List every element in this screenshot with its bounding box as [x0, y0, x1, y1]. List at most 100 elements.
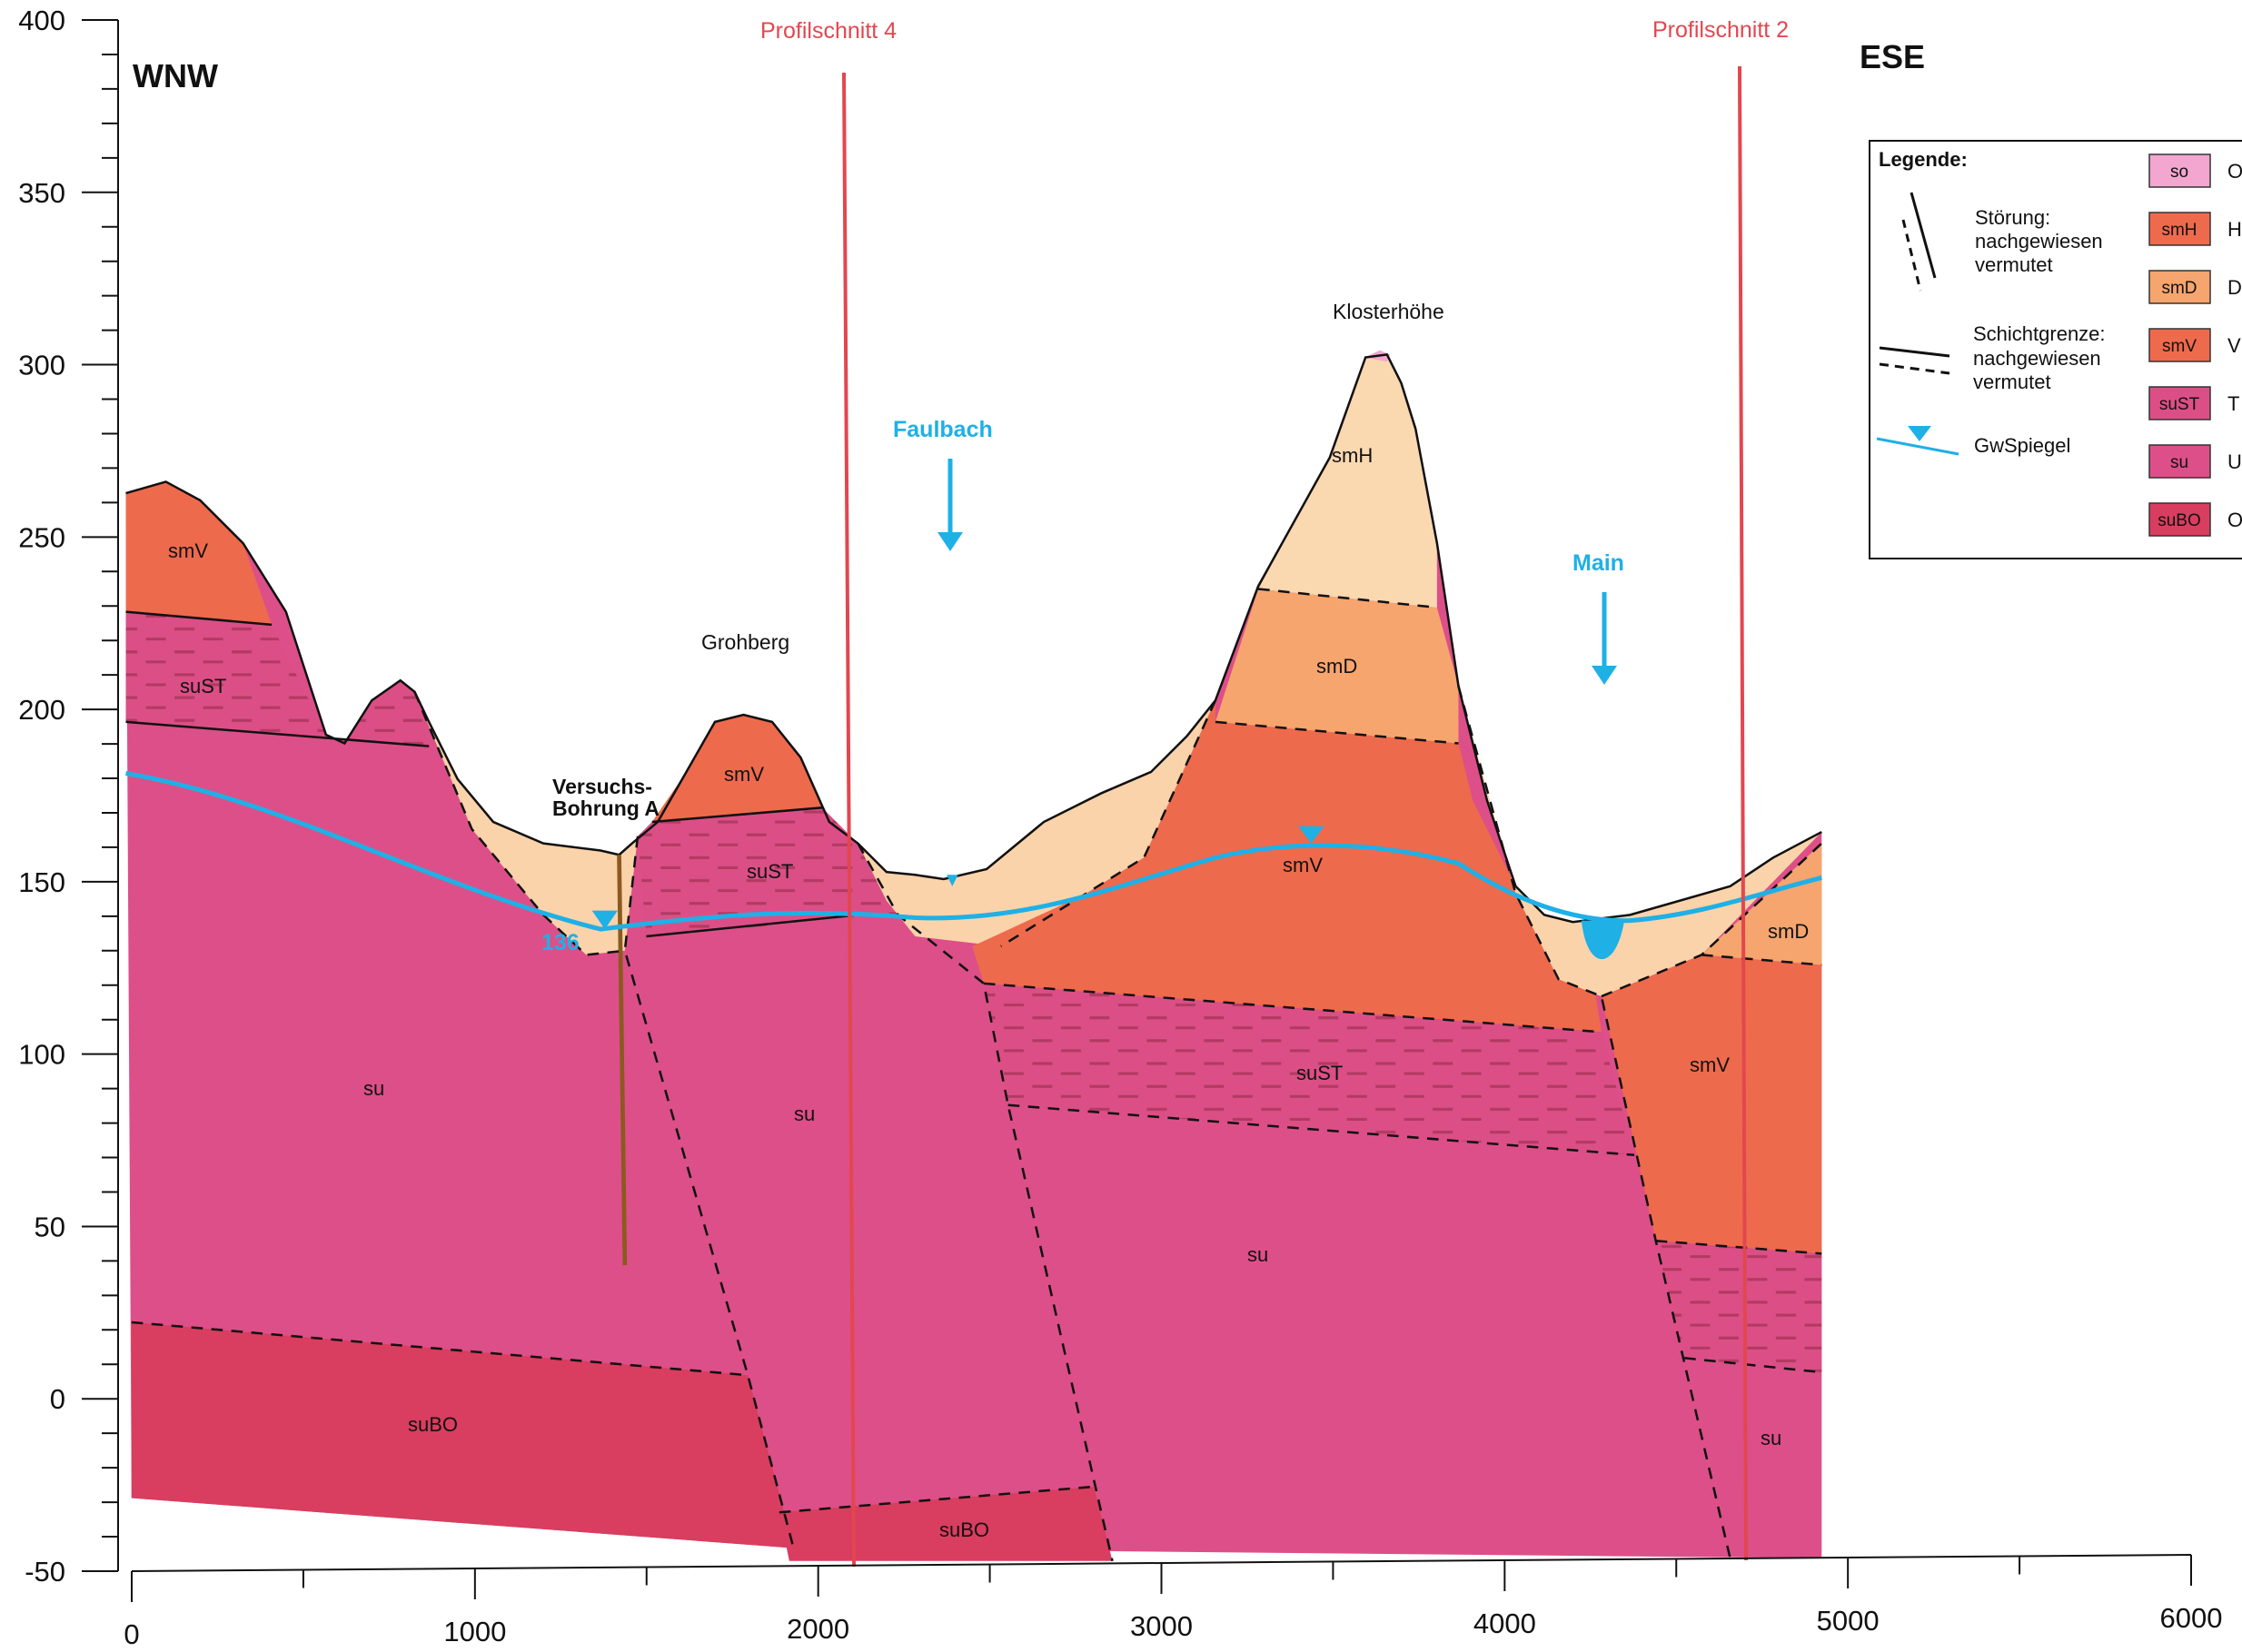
legend-swatch-label: U — [2227, 450, 2242, 473]
x-tick-label: 4000 — [1473, 1607, 1536, 1639]
fault-suspected — [857, 843, 1114, 1562]
suST-unit-fill — [983, 983, 1635, 1155]
direction-left-label: WNW — [133, 57, 218, 94]
legend-swatch-label: O — [2227, 160, 2242, 183]
legend-swatch-label: V — [2227, 334, 2241, 357]
legend-swatch-box — [2148, 270, 2211, 304]
boundary-proven — [646, 914, 858, 938]
main-label: Main — [1572, 550, 1624, 576]
boundary-suspected — [1655, 1239, 1822, 1255]
borehole-label-line1: Versuchs- — [552, 775, 652, 798]
main-arrow-icon — [1592, 592, 1617, 685]
water-table-marker-icon — [591, 910, 618, 930]
boundary-suspected — [131, 1321, 749, 1377]
fault-legend-icon — [1901, 192, 1937, 292]
legend-swatch-label: H — [2227, 218, 2242, 241]
smV-unit-fill — [125, 481, 273, 625]
boundary-suspected — [1215, 720, 1459, 745]
groundwater-line — [125, 771, 1822, 932]
unit-label-smD: smD — [1768, 920, 1809, 943]
cover-unit-fill — [414, 691, 639, 955]
river-water-icon — [1581, 920, 1625, 960]
fault-suspected — [1457, 686, 1731, 1558]
legend-boundary-line1: Schichtgrenze: — [1973, 322, 2106, 345]
y-tick-label: 250 — [18, 521, 65, 553]
fault-suspected — [1000, 699, 1217, 948]
boundary-proven — [125, 720, 430, 747]
boundary-proven — [125, 610, 273, 627]
legend-swatch-smD: smD D — [2148, 270, 2242, 304]
geological-units — [125, 350, 1822, 1561]
unit-label-smV: smV — [724, 763, 764, 786]
legend-swatch-so: so O — [2148, 153, 2242, 188]
suST-unit-fill — [638, 807, 898, 936]
x-tick-label: 1000 — [443, 1616, 506, 1647]
profile-cut-line — [1738, 65, 1748, 1561]
x-tick-label: 3000 — [1130, 1610, 1193, 1642]
legend-swatch-code: smV — [2162, 337, 2197, 356]
legend-swatch-code: suBO — [2158, 511, 2201, 530]
legend-boundary-line2: nachgewiesen — [1973, 347, 2101, 370]
suBO-unit-fill — [779, 1486, 1113, 1561]
unit-label-su: su — [1247, 1243, 1268, 1266]
borehole-label-line2: Bohrung A — [552, 796, 660, 820]
cover-unit-fill — [1458, 686, 1822, 997]
unit-label-su: su — [794, 1103, 815, 1125]
unit-label-su: su — [363, 1077, 384, 1100]
legend-swatch-box — [2148, 444, 2211, 479]
legend-swatch-code: smH — [2161, 221, 2197, 240]
y-tick-label: 300 — [18, 350, 65, 381]
legend-boundary-line3: vermutet — [1973, 371, 2051, 393]
legend-swatch-label: T — [2227, 392, 2239, 415]
x-tick-label: 6000 — [2160, 1602, 2223, 1634]
unit-label-suBO: suBO — [408, 1413, 458, 1436]
boundary-suspected — [1684, 1357, 1822, 1374]
suBO-unit-fill — [131, 1321, 794, 1548]
y-tick-label: 100 — [18, 1039, 65, 1071]
smV-unit-fill — [1601, 955, 1822, 1254]
unit-label-smH: smH — [1332, 444, 1373, 467]
legend: Legende: Störung: nachgewiesen vermutet … — [1869, 140, 2242, 559]
legend-swatch-code: smD — [2161, 279, 2197, 298]
unit-label-suBO: suBO — [939, 1518, 989, 1541]
unit-label-suST: suST — [180, 675, 226, 697]
fault-suspected — [1601, 842, 1823, 998]
faulbach-arrow-icon — [937, 459, 963, 551]
profile-cut-4-label: Profilschnitt 4 — [760, 18, 897, 44]
suST-unit-fill — [125, 611, 430, 747]
y-tick-label: 200 — [18, 694, 65, 726]
y-tick-label: 0 — [50, 1383, 65, 1415]
x-tick-label: 0 — [124, 1618, 139, 1650]
legend-fault-line2: nachgewiesen — [1975, 230, 2103, 252]
direction-right-label: ESE — [1860, 38, 1925, 75]
stream-water-icon — [946, 875, 958, 886]
legend-swatch-box — [2148, 328, 2211, 362]
legend-swatch-suST: suST T — [2148, 386, 2239, 420]
boundary-proven — [651, 806, 823, 824]
y-tick-label: -50 — [25, 1556, 65, 1588]
legend-swatch-box — [2148, 212, 2211, 246]
faulbach-label: Faulbach — [893, 417, 993, 442]
x-tick-label: 5000 — [1817, 1605, 1880, 1637]
y-tick-label: 350 — [18, 177, 65, 209]
fault-suspected — [623, 836, 795, 1548]
unit-label-suST: suST — [747, 860, 793, 883]
unit-label-smV: smV — [168, 539, 208, 562]
legend-swatch-smV: smV V — [2148, 328, 2241, 362]
terrain-surface-line — [125, 352, 1822, 924]
boundary-suspected — [983, 982, 1602, 1034]
smD-unit-fill — [1701, 843, 1822, 965]
profile-cut-line — [842, 72, 856, 1568]
boundary-suspected-group — [131, 588, 1823, 1562]
y-tick-label: 400 — [18, 5, 65, 36]
water-table-marker-icon — [1298, 826, 1324, 844]
unit-label-su: su — [1761, 1427, 1781, 1449]
profile-cut-2-label: Profilschnitt 2 — [1652, 17, 1789, 43]
axis-labels: 400 350 300 250 200 150 100 50 0 -50 0 1000 2000 3000… — [18, 5, 2222, 1650]
legend-swatch-code: so — [2170, 163, 2188, 182]
unit-label-smV: smV — [1283, 854, 1323, 876]
legend-swatch-box — [2148, 502, 2211, 537]
unit-label-suST: suST — [1296, 1062, 1343, 1084]
